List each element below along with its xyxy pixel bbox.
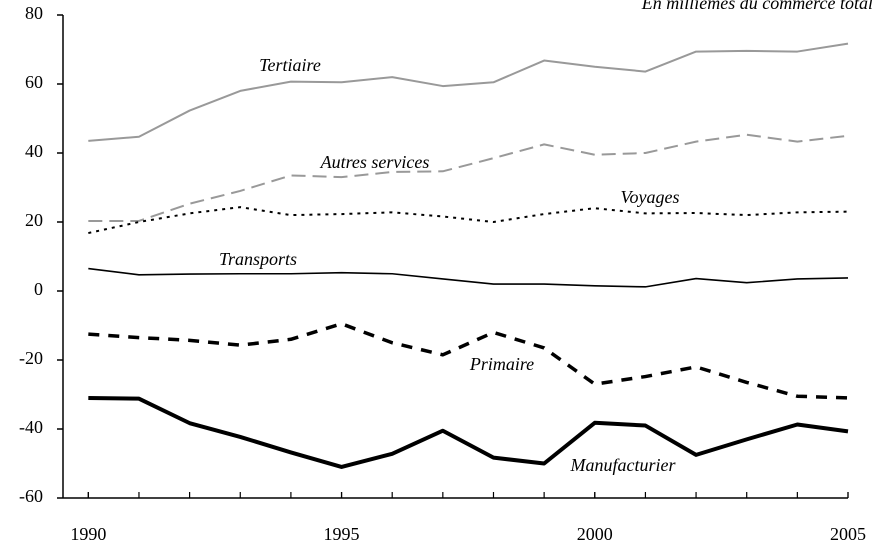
series-line: [88, 322, 849, 400]
series-label: Tertiaire: [259, 55, 321, 75]
x-tick-label: 1995: [324, 524, 360, 544]
series-label: Primaire: [469, 354, 534, 374]
chart-subtitle: En millièmes du commerce total: [641, 0, 873, 13]
series-label: Transports: [219, 249, 297, 269]
series-line: [88, 42, 849, 142]
series-label: Autres services: [320, 152, 430, 172]
x-tick-label: 2005: [830, 524, 866, 544]
series-line: [88, 206, 849, 235]
series-line: [88, 267, 849, 288]
y-tick-label: 0: [34, 279, 43, 299]
y-tick-label: -20: [19, 348, 43, 368]
y-tick-label: 60: [25, 72, 43, 92]
y-tick-label: 40: [25, 141, 43, 161]
x-tick-label: 2000: [577, 524, 613, 544]
y-tick-label: -60: [19, 486, 43, 506]
x-tick-label: 1990: [70, 524, 106, 544]
y-tick-label: 80: [25, 3, 43, 23]
series-line: [88, 133, 849, 222]
y-tick-label: -40: [19, 417, 43, 437]
series-line: [88, 395, 849, 469]
series-label: Manufacturier: [570, 455, 677, 475]
y-tick-label: 20: [25, 210, 43, 230]
series-label: Voyages: [621, 187, 680, 207]
